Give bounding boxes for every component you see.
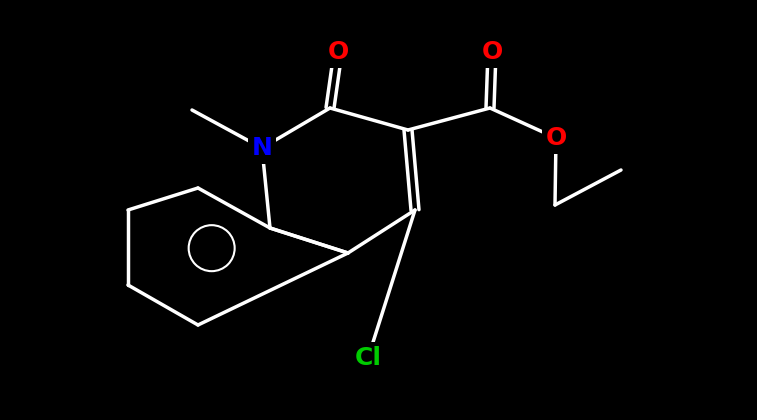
Text: O: O bbox=[481, 40, 503, 64]
Text: O: O bbox=[327, 40, 349, 64]
Text: Cl: Cl bbox=[354, 346, 382, 370]
Text: O: O bbox=[545, 126, 567, 150]
Text: N: N bbox=[251, 136, 273, 160]
